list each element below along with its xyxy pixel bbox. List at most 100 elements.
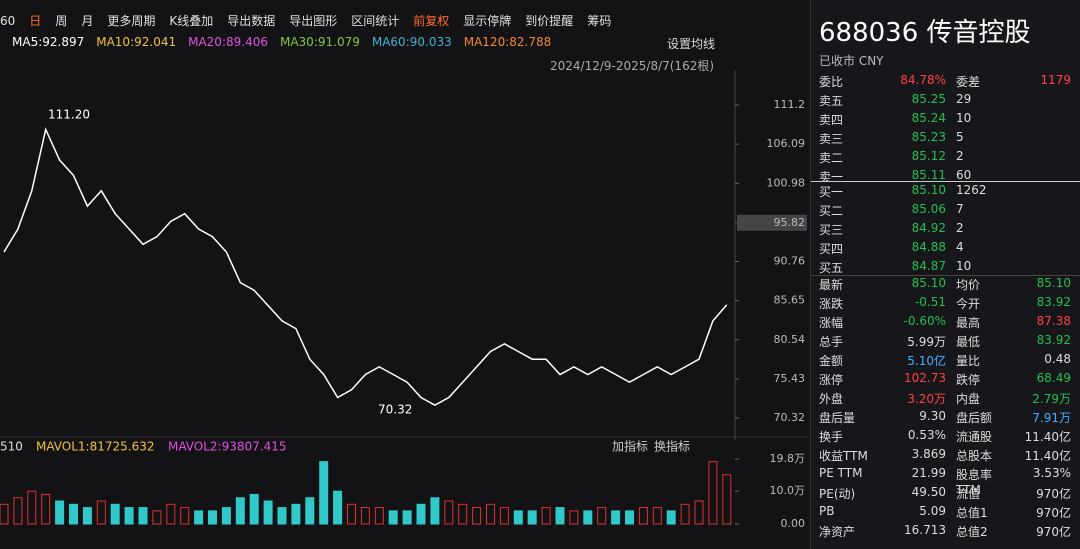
volume-bar xyxy=(527,510,537,525)
ma-item: MA120:82.788 xyxy=(463,35,552,49)
ma-item: MA10:92.041 xyxy=(96,35,177,49)
toolbar-item[interactable]: 到价提醒 xyxy=(525,14,574,28)
cell: 84.78% xyxy=(900,73,946,87)
stat-row: 净资产 16.713 总值2 970亿 xyxy=(811,523,1080,542)
cell: 5.10亿 xyxy=(907,354,946,368)
volume-bar xyxy=(638,507,648,525)
stat-row: 涨停 102.73 跌停 68.49 xyxy=(811,371,1080,390)
y-tick-label: 106.09 xyxy=(767,137,806,150)
quote-panel: 688036 传音控股 已收市 CNY 委比 84.78% 委差 1179 卖五 85.2… xyxy=(810,0,1080,549)
cell: 3.53% xyxy=(1032,466,1071,480)
cell: 102.73 xyxy=(904,371,946,385)
cell: 委比 xyxy=(819,75,844,89)
volume-bar xyxy=(458,503,468,525)
volume-bar xyxy=(569,510,579,525)
cell: 11.40亿 xyxy=(1024,449,1071,463)
range-label: 2024/12/9-2025/8/7(162根) xyxy=(550,59,715,73)
cell: 85.06 xyxy=(911,202,946,216)
cell: 68.49 xyxy=(1036,371,1071,385)
vol-tick-label: 0.00 xyxy=(781,517,806,530)
cell: 收益TTM xyxy=(819,449,868,463)
cell: 83.92 xyxy=(1036,295,1071,309)
stat-row: 最新 85.10 均价 85.10 xyxy=(811,276,1080,295)
volume-bar xyxy=(291,503,301,525)
volume-bar xyxy=(333,490,343,525)
cell: 买二 xyxy=(819,204,844,218)
cell: 卖二 xyxy=(819,151,844,165)
price-line xyxy=(3,127,728,406)
toolbar-item[interactable]: 前复权 xyxy=(413,14,450,28)
cell: 外盘 xyxy=(819,392,844,406)
ma-item: MA20:89.406 xyxy=(188,35,268,49)
volume-bar xyxy=(235,497,245,525)
cell: PE(动) xyxy=(819,487,856,501)
ratio-row: 委比 84.78% 委差 1179 xyxy=(811,73,1080,92)
volume-bar xyxy=(430,497,440,525)
cell: 总手 xyxy=(819,335,844,349)
volume-bar xyxy=(416,503,426,525)
toolbar-item[interactable]: 更多周期 xyxy=(107,14,156,28)
bid-row: 买五 84.87 10 xyxy=(811,259,1080,278)
cell: 5.09 xyxy=(919,504,946,518)
cell: 今开 xyxy=(956,297,981,311)
volume-bar xyxy=(611,510,621,525)
volume-bar xyxy=(472,507,482,525)
toolbar-item[interactable]: 区间统计 xyxy=(351,14,400,28)
cell: 委差 xyxy=(956,75,981,89)
cell: 最高 xyxy=(956,316,981,330)
toolbar-item[interactable]: 筹码 xyxy=(587,14,612,28)
cell: 85.24 xyxy=(911,111,946,125)
vol-tick-label: 10.0万 xyxy=(770,484,806,497)
cell: 流通股 xyxy=(956,430,993,444)
cell: 85.10 xyxy=(911,276,946,290)
ma-settings[interactable]: 设置均线 xyxy=(667,37,716,51)
stat-row: 涨跌 -0.51 今开 83.92 xyxy=(811,295,1080,314)
cell: 5.99万 xyxy=(907,335,946,349)
volume-bar xyxy=(666,510,676,525)
price-tag xyxy=(737,214,807,231)
cell: 7 xyxy=(956,202,964,216)
toolbar-item[interactable]: 周 xyxy=(55,14,68,28)
volume-bar xyxy=(555,507,565,525)
cell: 21.99 xyxy=(911,466,946,480)
cell: 4 xyxy=(956,240,964,254)
cell: 买四 xyxy=(819,242,844,256)
volume-bar xyxy=(0,503,9,525)
volume-bar xyxy=(41,493,51,525)
volume-bar xyxy=(194,510,204,525)
toolbar-item[interactable]: 日 xyxy=(29,14,42,28)
volume-bar xyxy=(69,503,78,525)
cell: 涨跌 xyxy=(819,297,844,311)
stat-row: 换手 0.53% 流通股 11.40亿 xyxy=(811,428,1080,447)
cell: 7.91万 xyxy=(1032,411,1071,425)
toolbar-item[interactable]: 月 xyxy=(81,14,94,28)
toolbar-item[interactable]: 导出图形 xyxy=(289,14,338,28)
volume-bar xyxy=(319,461,329,525)
volume-bar xyxy=(541,507,551,525)
volume-bar xyxy=(96,500,106,525)
separator xyxy=(811,275,1080,276)
ask-row: 卖一 85.11 60 xyxy=(811,168,1080,187)
volume-bar xyxy=(360,507,370,525)
bid-row: 买三 84.92 2 xyxy=(811,221,1080,240)
tool[interactable]: 换指标 xyxy=(654,439,690,454)
cell: 买一 xyxy=(819,185,844,199)
toolbar-item[interactable]: 60 xyxy=(0,14,16,28)
cell: 2 xyxy=(956,149,964,163)
cell: 0.53% xyxy=(907,428,946,442)
cell: PE TTM xyxy=(819,466,863,480)
cell: 85.23 xyxy=(911,130,946,144)
cell: 9.30 xyxy=(919,409,946,423)
ma-item: MA30:91.079 xyxy=(279,35,360,49)
volume-bar xyxy=(27,490,37,525)
toolbar-item[interactable]: K线叠加 xyxy=(169,14,214,28)
tool[interactable]: 加指标 xyxy=(612,439,648,454)
cell: 卖五 xyxy=(819,94,844,108)
toolbar-item[interactable]: 显示停牌 xyxy=(463,14,512,28)
toolbar-item[interactable]: 导出数据 xyxy=(227,14,276,28)
volume-bar xyxy=(708,461,718,525)
ma-item: MA60:90.033 xyxy=(371,35,452,49)
cell: 买五 xyxy=(819,261,844,275)
y-tick-label: 90.76 xyxy=(774,255,806,268)
